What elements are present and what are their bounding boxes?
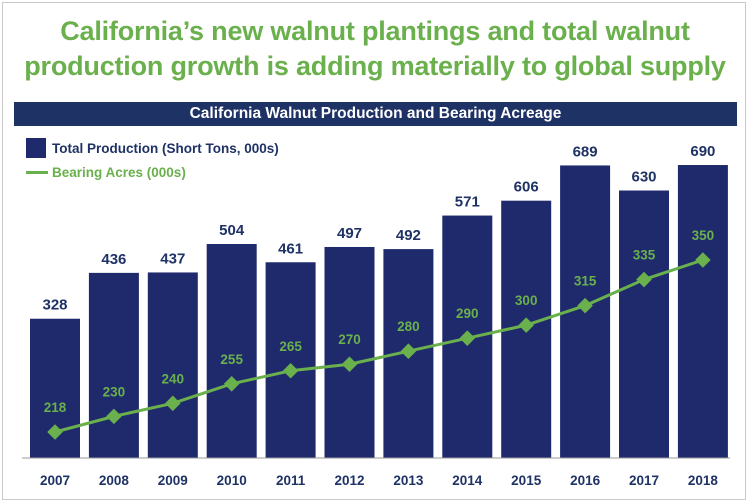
line-value-label-2008: 230 — [103, 384, 126, 399]
x-tick-label-2016: 2016 — [570, 473, 601, 488]
bar-value-label-2016: 689 — [573, 143, 598, 160]
headline-line-1: California’s new walnut plantings and to… — [60, 16, 690, 46]
bar-2017 — [619, 190, 669, 458]
x-tick-label-2017: 2017 — [629, 473, 659, 488]
bar-2009 — [147, 272, 198, 458]
line-value-label-2007: 218 — [44, 400, 67, 415]
line-marker-2009 — [165, 395, 181, 412]
x-tick-label-2014: 2014 — [452, 473, 483, 488]
line-value-label-2016: 315 — [574, 274, 597, 289]
x-tick-label-2007: 2007 — [40, 473, 70, 488]
line-value-label-2012: 270 — [338, 332, 361, 347]
bar-2011 — [265, 262, 316, 458]
line-value-label-2009: 240 — [162, 371, 185, 386]
bar-value-label-2017: 630 — [631, 169, 656, 186]
x-tick-label-2008: 2008 — [99, 473, 130, 488]
line-value-label-2014: 290 — [456, 306, 479, 321]
line-marker-2010 — [223, 376, 240, 392]
x-tick-label-2010: 2010 — [217, 473, 247, 488]
series-line-bearing-acres — [54, 258, 704, 434]
bar-2018 — [677, 165, 728, 458]
bar-2010 — [206, 244, 257, 458]
x-tick-label-2018: 2018 — [688, 473, 719, 488]
bar-2008 — [88, 272, 139, 458]
x-tick-label-2012: 2012 — [334, 473, 364, 488]
bar-2012 — [324, 246, 375, 458]
bar-value-label-2014: 571 — [455, 194, 480, 211]
bar-value-label-2010: 504 — [219, 222, 245, 239]
bar-value-label-2007: 328 — [42, 297, 67, 314]
line-value-label-2017: 335 — [633, 248, 656, 263]
line-value-label-2010: 255 — [220, 352, 243, 367]
line-value-label-2013: 280 — [397, 319, 420, 334]
legend-item-production: Total Production (Short Tons, 000s) — [26, 137, 279, 159]
bar-value-label-2013: 492 — [396, 227, 421, 244]
legend-label-production: Total Production (Short Tons, 000s) — [52, 140, 279, 156]
x-tick-label-2009: 2009 — [158, 473, 188, 488]
chart-title: California Walnut Production and Bearing… — [14, 102, 737, 126]
bar-value-label-2009: 437 — [160, 250, 185, 267]
legend-swatch-production — [26, 138, 46, 158]
x-tick-label-2015: 2015 — [511, 473, 542, 488]
line-value-label-2018: 350 — [692, 228, 715, 243]
legend-item-acres: Bearing Acres (000s) — [26, 161, 279, 183]
bar-value-label-2018: 690 — [690, 143, 715, 160]
bar-value-label-2012: 497 — [337, 225, 362, 242]
legend-label-acres: Bearing Acres (000s) — [52, 164, 186, 180]
legend-swatch-acres — [26, 170, 48, 174]
line-value-label-2011: 265 — [279, 339, 302, 354]
legend: Total Production (Short Tons, 000s) Bear… — [26, 137, 279, 183]
bar-value-label-2015: 606 — [514, 179, 539, 196]
x-tick-label-2013: 2013 — [393, 473, 424, 488]
line-value-label-2015: 300 — [515, 293, 538, 308]
headline: California’s new walnut plantings and to… — [0, 14, 750, 84]
headline-line-2: production growth is adding materially t… — [24, 51, 726, 81]
bar-value-label-2008: 436 — [101, 251, 126, 268]
bar-value-label-2011: 461 — [278, 240, 303, 257]
x-tick-label-2011: 2011 — [276, 473, 306, 488]
